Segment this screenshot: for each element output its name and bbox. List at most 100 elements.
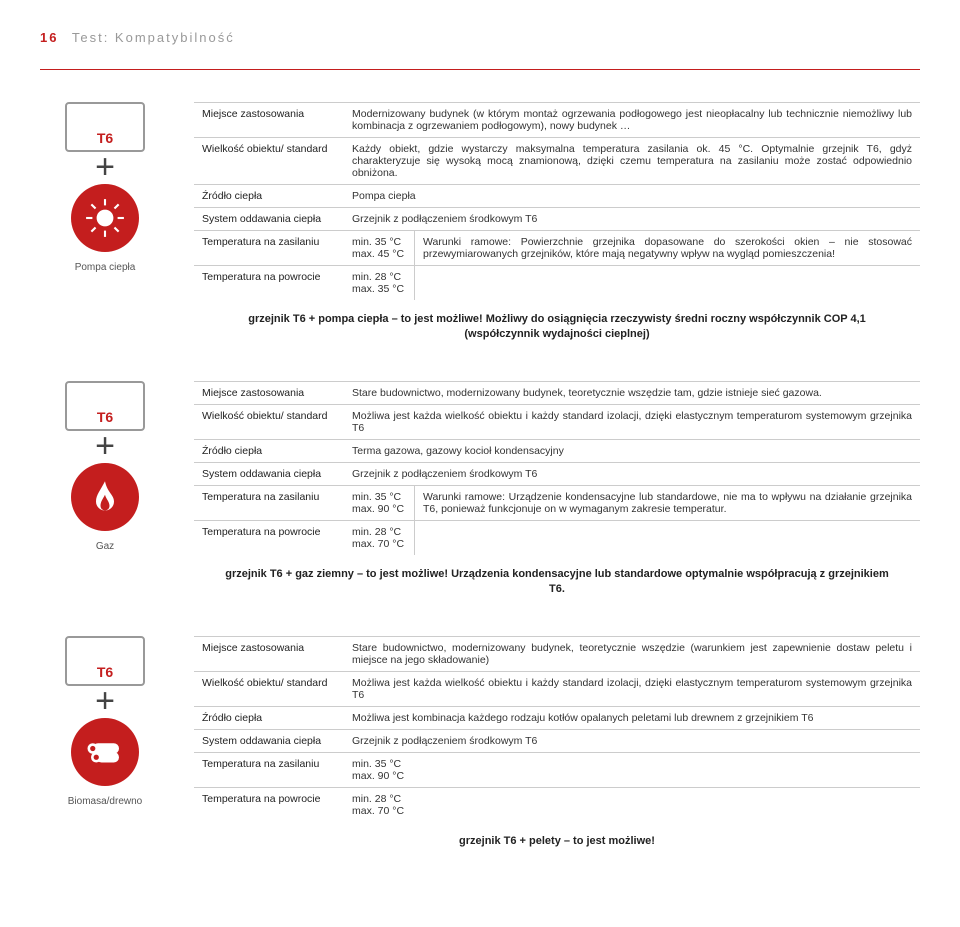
page-number: 16: [40, 30, 58, 45]
icon-label-gaz: Gaz: [96, 541, 114, 552]
section-title: Test: Kompatybilność: [72, 30, 235, 45]
temp-max: max. 70 °C: [352, 538, 406, 550]
temp-min: min. 35 °C: [352, 758, 912, 770]
temp-values: min. 35 °C max. 45 °C: [344, 231, 414, 265]
table-row: Temperatura na powrocie min. 28 °C max. …: [194, 265, 920, 300]
table-row: Miejsce zastosowania Modernizowany budyn…: [194, 102, 920, 137]
row-label: Temperatura na powrocie: [194, 521, 344, 555]
t6-badge: T6: [97, 664, 113, 680]
row-value: Grzejnik z podłączeniem środkowym T6: [344, 463, 920, 485]
row-label: Wielkość obiektu/ standard: [194, 138, 344, 184]
table-row: Temperatura na powrocie min. 28 °C max. …: [194, 787, 920, 822]
temp-min: min. 28 °C: [352, 526, 406, 538]
temp-min: min. 28 °C: [352, 271, 406, 283]
table-row: System oddawania ciepła Grzejnik z podłą…: [194, 207, 920, 230]
wood-icon: [71, 718, 139, 786]
temp-max: max. 90 °C: [352, 503, 406, 515]
table-row: Miejsce zastosowania Stare budownictwo, …: [194, 381, 920, 404]
temp-values: min. 35 °C max. 90 °C: [344, 753, 920, 787]
row-label: Temperatura na zasilaniu: [194, 231, 344, 265]
summary-pompa: grzejnik T6 + pompa ciepła – to jest moż…: [194, 300, 920, 361]
row-label: Temperatura na powrocie: [194, 788, 344, 822]
sun-icon: [71, 184, 139, 252]
plus-icon: +: [95, 152, 115, 182]
row-value: Modernizowany budynek (w którym montaż o…: [344, 103, 920, 137]
row-value: Pompa ciepła: [344, 185, 920, 207]
temp-values: min. 28 °C max. 70 °C: [344, 788, 920, 822]
row-label: Miejsce zastosowania: [194, 382, 344, 404]
row-value: Możliwa jest każda wielkość obiektu i ka…: [344, 672, 920, 706]
icon-label-bio: Biomasa/drewno: [68, 796, 142, 807]
warunki-text: Warunki ramowe: Urządzenie kondensacyjne…: [414, 486, 920, 520]
table-row: System oddawania ciepła Grzejnik z podłą…: [194, 462, 920, 485]
radiator-icon: T6: [65, 636, 145, 686]
table-row: Temperatura na powrocie min. 28 °C max. …: [194, 520, 920, 555]
section-pompa: T6 + Pompa ciepła Miejsce zastosowania M…: [40, 102, 920, 361]
icon-label-pompa: Pompa ciepła: [75, 262, 136, 273]
row-value: Możliwa jest każda wielkość obiektu i ka…: [344, 405, 920, 439]
icon-column-gaz: T6 + Gaz: [40, 381, 170, 616]
temp-max: max. 35 °C: [352, 283, 406, 295]
flame-icon: [71, 463, 139, 531]
table-row: Źródło ciepła Pompa ciepła: [194, 184, 920, 207]
row-value: Grzejnik z podłączeniem środkowym T6: [344, 208, 920, 230]
row-value: Stare budownictwo, modernizowany budynek…: [344, 637, 920, 671]
row-label: Źródło ciepła: [194, 440, 344, 462]
icon-column-bio: T6 + Biomasa/drewno: [40, 636, 170, 867]
page-header: 16 Test: Kompatybilność: [40, 30, 920, 45]
temp-max: max. 70 °C: [352, 805, 912, 817]
row-label: Temperatura na powrocie: [194, 266, 344, 300]
section-gaz: T6 + Gaz Miejsce zastosowania Stare budo…: [40, 381, 920, 616]
row-label: System oddawania ciepła: [194, 730, 344, 752]
t6-badge: T6: [97, 409, 113, 425]
table-row: Temperatura na zasilaniu min. 35 °C max.…: [194, 752, 920, 787]
plus-icon: +: [95, 431, 115, 461]
table-row: Źródło ciepła Możliwa jest kombinacja ka…: [194, 706, 920, 729]
warunki-text: Warunki ramowe: Powierzchnie grzejnika d…: [414, 231, 920, 265]
table-row: Wielkość obiektu/ standard Możliwa jest …: [194, 671, 920, 706]
t6-badge: T6: [97, 130, 113, 146]
page: 16 Test: Kompatybilność T6 + Pompa ciepł…: [0, 0, 960, 927]
radiator-icon: T6: [65, 102, 145, 152]
table-pompa: Miejsce zastosowania Modernizowany budyn…: [194, 102, 920, 361]
summary-gaz: grzejnik T6 + gaz ziemny – to jest możli…: [194, 555, 920, 616]
temp-values: min. 28 °C max. 70 °C: [344, 521, 414, 555]
row-value: Terma gazowa, gazowy kocioł kondensacyjn…: [344, 440, 920, 462]
summary-bio: grzejnik T6 + pelety – to jest możliwe!: [194, 822, 920, 867]
row-label: System oddawania ciepła: [194, 208, 344, 230]
row-value: Stare budownictwo, modernizowany budynek…: [344, 382, 920, 404]
temp-min: min. 28 °C: [352, 793, 912, 805]
row-label: Wielkość obiektu/ standard: [194, 672, 344, 706]
table-row: Temperatura na zasilaniu min. 35 °C max.…: [194, 485, 920, 520]
table-bio: Miejsce zastosowania Stare budownictwo, …: [194, 636, 920, 867]
row-value: Grzejnik z podłączeniem środkowym T6: [344, 730, 920, 752]
table-row: Temperatura na zasilaniu min. 35 °C max.…: [194, 230, 920, 265]
temp-max: max. 45 °C: [352, 248, 406, 260]
temp-max: max. 90 °C: [352, 770, 912, 782]
row-value: Możliwa jest kombinacja każdego rodzaju …: [344, 707, 920, 729]
table-gaz: Miejsce zastosowania Stare budownictwo, …: [194, 381, 920, 616]
table-row: System oddawania ciepła Grzejnik z podłą…: [194, 729, 920, 752]
header-rule: [40, 69, 920, 70]
row-value: Każdy obiekt, gdzie wystarczy maksymalna…: [344, 138, 920, 184]
row-label: Temperatura na zasilaniu: [194, 486, 344, 520]
temp-min: min. 35 °C: [352, 491, 406, 503]
radiator-icon: T6: [65, 381, 145, 431]
row-label: Miejsce zastosowania: [194, 103, 344, 137]
table-row: Wielkość obiektu/ standard Każdy obiekt,…: [194, 137, 920, 184]
row-label: Temperatura na zasilaniu: [194, 753, 344, 787]
temp-values: min. 28 °C max. 35 °C: [344, 266, 414, 300]
row-label: Źródło ciepła: [194, 707, 344, 729]
temp-min: min. 35 °C: [352, 236, 406, 248]
row-label: Źródło ciepła: [194, 185, 344, 207]
icon-column-pompa: T6 + Pompa ciepła: [40, 102, 170, 361]
table-row: Wielkość obiektu/ standard Możliwa jest …: [194, 404, 920, 439]
table-row: Miejsce zastosowania Stare budownictwo, …: [194, 636, 920, 671]
row-label: Wielkość obiektu/ standard: [194, 405, 344, 439]
row-label: Miejsce zastosowania: [194, 637, 344, 671]
section-bio: T6 + Biomasa/drewno Miejsce zastosowania…: [40, 636, 920, 867]
plus-icon: +: [95, 686, 115, 716]
row-label: System oddawania ciepła: [194, 463, 344, 485]
temp-values: min. 35 °C max. 90 °C: [344, 486, 414, 520]
table-row: Źródło ciepła Terma gazowa, gazowy kocio…: [194, 439, 920, 462]
